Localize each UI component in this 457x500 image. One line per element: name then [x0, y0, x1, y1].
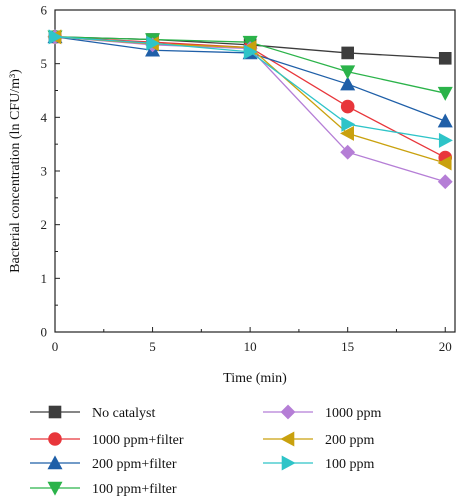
x-tick-label: 15	[341, 339, 354, 354]
data-point	[146, 35, 161, 51]
y-tick-label: 0	[41, 325, 48, 340]
y-tick-label: 1	[41, 271, 48, 286]
series-layer	[47, 29, 453, 190]
legend-marker	[47, 455, 63, 470]
y-axis: 0 1 2 3 4 5 6	[41, 3, 60, 340]
legend-marker	[47, 481, 63, 496]
data-point	[340, 99, 355, 114]
x-tick-label: 10	[244, 339, 257, 354]
legend-item: 200 ppm+filter	[30, 455, 177, 472]
x-tick-label: 0	[52, 339, 59, 354]
data-point	[437, 174, 453, 190]
x-axis: 0 5 10 15 20	[52, 327, 452, 354]
legend-item: 1000 ppm	[263, 404, 382, 421]
data-point	[437, 86, 453, 101]
legend-item: 200 ppm	[263, 431, 375, 448]
y-tick-label: 4	[41, 110, 48, 125]
legend-marker	[48, 405, 62, 419]
legend: No catalyst 1000 ppm+filter 200 ppm+filter…	[30, 404, 382, 497]
y-tick-label: 6	[41, 3, 48, 18]
legend-marker	[280, 404, 296, 420]
data-point	[340, 144, 356, 160]
data-point	[48, 29, 63, 45]
legend-item: 1000 ppm+filter	[30, 432, 184, 448]
legend-item: No catalyst	[30, 405, 155, 421]
data-point	[340, 65, 356, 80]
data-point	[340, 125, 354, 141]
x-tick-label: 20	[439, 339, 452, 354]
legend-label: 100 ppm	[325, 457, 375, 472]
data-point	[340, 76, 356, 91]
legend-label: 200 ppm+filter	[92, 457, 177, 472]
y-tick-label: 2	[41, 217, 48, 232]
data-point	[437, 155, 452, 171]
legend-label: 200 ppm	[325, 433, 375, 448]
legend-marker	[281, 455, 296, 471]
legend-marker	[48, 432, 62, 446]
data-point	[438, 132, 453, 148]
data-point	[341, 46, 354, 60]
data-point	[243, 44, 258, 60]
x-axis-title: Time (min)	[223, 371, 287, 386]
legend-label: No catalyst	[92, 406, 155, 421]
series-100-ppm	[48, 29, 453, 148]
data-point	[438, 51, 452, 65]
data-point	[437, 113, 453, 128]
legend-item: 100 ppm+filter	[30, 481, 177, 497]
legend-marker	[280, 431, 295, 447]
y-tick-label: 3	[41, 164, 48, 179]
legend-label: 1000 ppm+filter	[92, 433, 184, 448]
legend-label: 100 ppm+filter	[92, 482, 177, 497]
x-tick-label: 5	[149, 339, 156, 354]
legend-label: 1000 ppm	[325, 406, 382, 421]
y-axis-title: Bacterial concentration (ln CFU/m³)	[8, 69, 23, 273]
legend-item: 100 ppm	[263, 455, 375, 472]
y-tick-label: 5	[41, 56, 48, 71]
data-point	[341, 116, 356, 132]
